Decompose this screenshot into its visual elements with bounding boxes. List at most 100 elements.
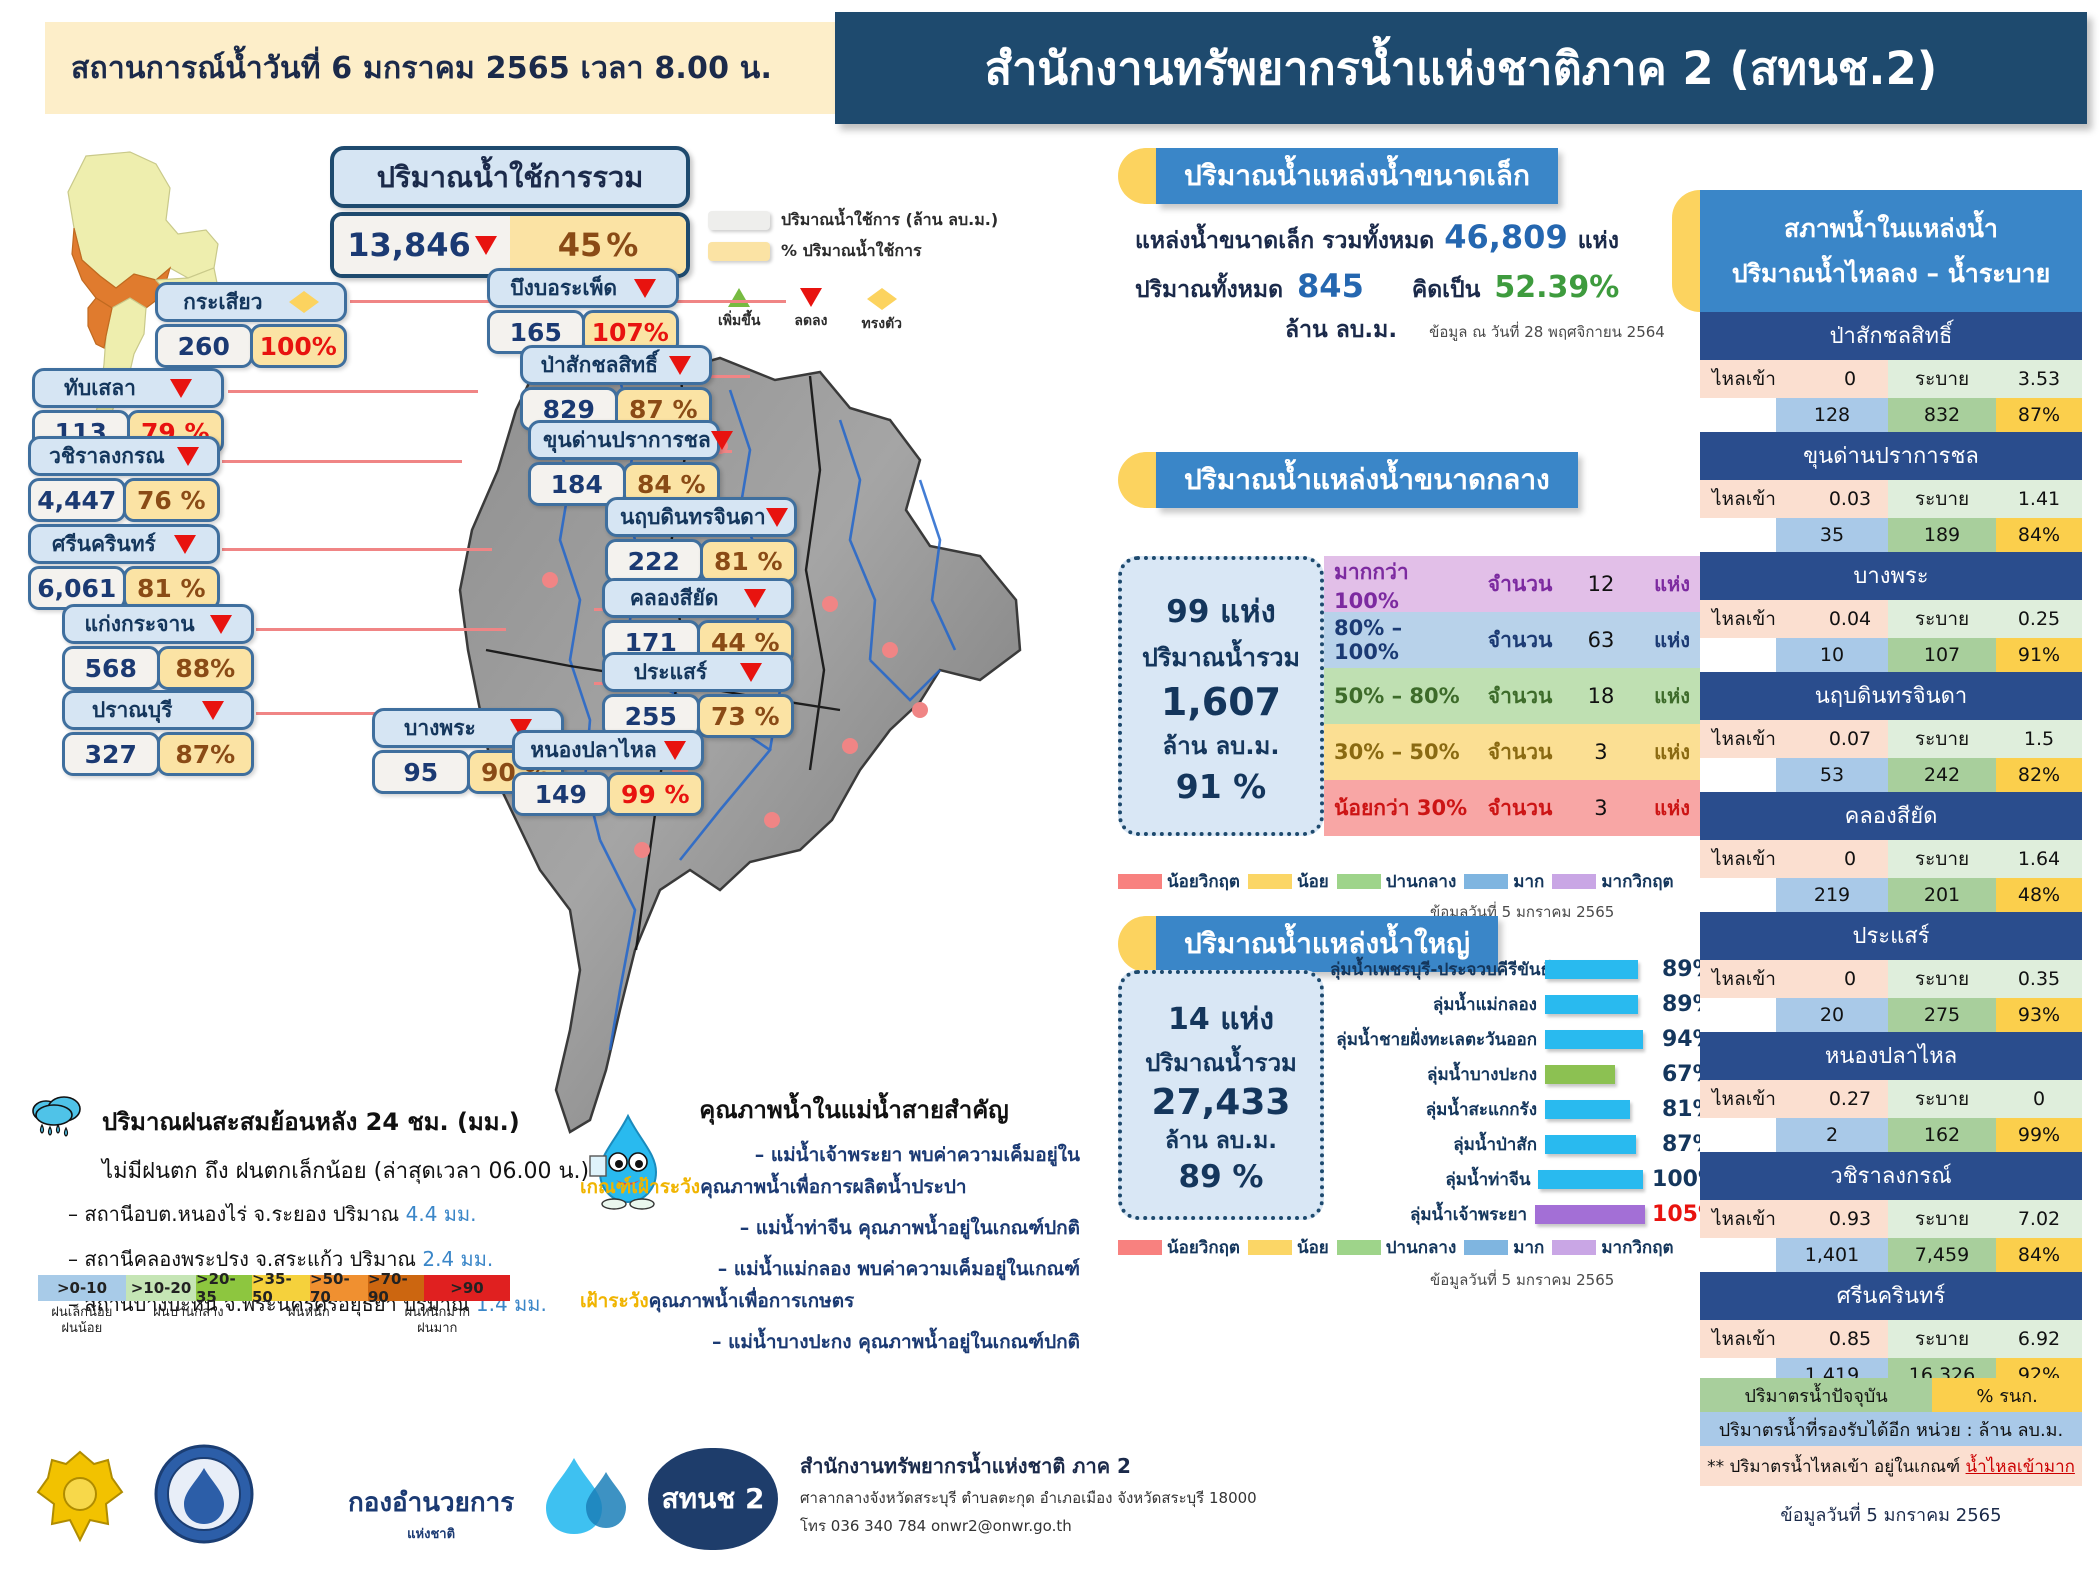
trend-flat-icon [866, 288, 897, 310]
total-usable-water-values: 13,846 45 % [330, 212, 690, 278]
trend-down-icon [202, 700, 225, 720]
reservoir-name: แก่งกระจาน [84, 611, 195, 636]
medium-source-percent: 91 % [1175, 767, 1267, 806]
reservoir-flow-name: หนองปลาไหล [1700, 1032, 2082, 1080]
connector-line [676, 300, 786, 303]
basin-bar-fill [1545, 995, 1638, 1014]
medium-source-volume-unit: ล้าน ลบ.ม. [1162, 732, 1280, 760]
trend-down-icon [669, 355, 692, 375]
basin-bar-fill [1545, 960, 1638, 979]
small-source-heading: ปริมาณน้ำแหล่งน้ำขนาดเล็ก [1118, 148, 1558, 204]
medium-range-row: 80% – 100% จำนวน 63 แห่ง [1324, 612, 1706, 668]
organization-title: สำนักงานทรัพยากรน้ำแห่งชาติภาค 2 (สทนช.2… [984, 42, 1938, 95]
capacity-percent-value: 82% [1996, 758, 2082, 792]
category-swatch [1247, 1240, 1292, 1255]
reservoir-percent: 100% [249, 324, 347, 368]
basin-bar-fill [1545, 1030, 1643, 1049]
outflow-label: ระบาย [1888, 1080, 1996, 1118]
reservoir-card-header: แก่งกระจาน [62, 604, 254, 644]
capacity-percent-value: 93% [1996, 998, 2082, 1032]
water-quality-item: – แม่น้ำท่าจีน คุณภาพน้ำอยู่ในเกณฑ์ปกติ [739, 1217, 1080, 1239]
large-source-category-legend: น้อยวิกฤต น้อย ปานกลาง มาก มากวิกฤต [1118, 1234, 1674, 1261]
outflow-value: 0.35 [1996, 960, 2082, 998]
reservoir-card-header: วชิราลงกรณ [28, 436, 220, 476]
reservoir-card-values: 568 88% [62, 646, 254, 690]
reservoir-flow-line-1: ไหลเข้า 0.93 ระบาย 7.02 [1700, 1200, 2082, 1238]
large-source-title: ปริมาณน้ำแหล่งน้ำใหญ่ [1184, 927, 1471, 960]
reservoir-flow-name: ป่าสักชลสิทธิ์ [1700, 312, 2082, 360]
reservoir-name: ประแสร์ [633, 659, 708, 684]
reservoir-card-values: 260 100% [155, 324, 347, 368]
small-source-total-unit: แห่ง [1577, 228, 1619, 254]
rainfall-scale-group-label: ฝนปานกลาง [153, 1305, 224, 1320]
water-quality-continued-text: คุณภาพน้ำเพื่อการเกษตร [648, 1290, 855, 1312]
current-volume-value: 107 [1888, 638, 1996, 672]
reservoir-card-header: บึงบอระเพ็ด [487, 268, 679, 308]
count-label: จำนวน [1487, 795, 1553, 820]
agency-badge: สทนช 2 [648, 1448, 778, 1550]
reservoir-card-values: 4,447 76 % [28, 478, 220, 522]
trend-flat-label: ทรงตัว [861, 316, 903, 332]
reservoir-percent: 81 % [699, 539, 797, 583]
outflow-value: 1.5 [1996, 720, 2082, 758]
outflow-value: 0.25 [1996, 600, 2082, 638]
small-source-pct-value: 52.39% [1494, 270, 1620, 305]
reservoir-name: ปราณบุรี [91, 697, 173, 722]
water-drop-mascot-icon [589, 1113, 658, 1210]
large-source-volume-label: ปริมาณน้ำรวม [1145, 1048, 1297, 1077]
basin-bar-fill [1545, 1135, 1636, 1154]
reservoir-flow-block: วชิราลงกรณ์ ไหลเข้า 0.93 ระบาย 7.02 1,401 7,45… [1700, 1152, 2082, 1272]
connector-line [256, 628, 506, 631]
category-swatch [1552, 1240, 1597, 1255]
reservoir-card: หนองปลาไหล 149 99 % [512, 730, 704, 816]
basin-label: ลุ่มน้ำเจ้าพระยา [1409, 1205, 1528, 1225]
category-swatch [1464, 1240, 1509, 1255]
reservoir-flow-line-1: ไหลเข้า 0.04 ระบาย 0.25 [1700, 600, 2082, 638]
reservoir-card-header: หนองปลาไหล [512, 730, 704, 770]
category-label: ปานกลาง [1385, 872, 1457, 892]
reservoir-flow-block: ศรีนครินทร์ ไหลเข้า 0.85 ระบาย 6.92 1,419 16,3… [1700, 1272, 2082, 1392]
basin-percent-bar-chart: ลุ่มน้ำเพชรบุรี-ประจวบคีรีขันธ์ 89% ลุ่มน้… [1330, 952, 1720, 1232]
range-label: 30% – 50% [1334, 740, 1460, 764]
basin-bar-track [1538, 1170, 1645, 1189]
reservoir-flow-line-2: 128 832 87% [1700, 398, 2082, 432]
basin-bar-track [1545, 995, 1655, 1014]
water-quality-continued-text: คุณภาพน้ำเพื่อการผลิตน้ำประปา [700, 1176, 967, 1198]
basin-bar-row: ลุ่มน้ำบางปะกง 67% [1330, 1057, 1720, 1092]
inflow-label: ไหลเข้า [1700, 600, 1812, 638]
water-quality-highlight: เกณฑ์เฝ้าระวัง [580, 1176, 701, 1198]
basin-bar-fill [1538, 1170, 1644, 1189]
trend-down-icon [744, 588, 767, 608]
reservoir-name: หนองปลาไหล [530, 737, 657, 762]
organization-title-banner: สำนักงานทรัพยากรน้ำแห่งชาติภาค 2 (สทนช.2… [835, 12, 2087, 124]
small-source-as-of: ข้อมูล ณ วันที่ 28 พฤศจิกายน 2564 [1429, 323, 1665, 341]
inflow-label: ไหลเข้า [1700, 840, 1812, 878]
category-swatch [1247, 874, 1292, 889]
reservoir-card: ประแสร์ 255 73 % [602, 652, 794, 738]
inflow-label: ไหลเข้า [1700, 1080, 1812, 1118]
reservoir-card: วชิราลงกรณ 4,447 76 % [28, 436, 220, 522]
trend-down-icon [799, 288, 822, 307]
reservoir-name: บึงบอระเพ็ด [510, 275, 618, 300]
current-volume-value: 201 [1888, 878, 1996, 912]
trend-legend-down: ลดลง [794, 288, 827, 335]
reservoir-card-header: ขุนด่านปราการชล [528, 420, 733, 460]
reservoir-card: ปราณบุรี 327 87% [62, 690, 254, 776]
range-label: มากกว่า 100% [1334, 559, 1409, 613]
region-relief-map [458, 350, 1022, 1134]
basin-bar-fill [1535, 1205, 1646, 1224]
inflow-label: ไหลเข้า [1700, 480, 1812, 518]
outflow-label: ระบาย [1888, 960, 1996, 998]
basin-label: ลุ่มน้ำแม่กลอง [1432, 995, 1537, 1015]
inflow-label: ไหลเข้า [1700, 1200, 1812, 1238]
remaining-capacity-value: 35 [1776, 518, 1888, 552]
current-volume-value: 162 [1888, 1118, 1996, 1152]
current-volume-value: 242 [1888, 758, 1996, 792]
reservoir-card-header: ทับเสลา [32, 368, 224, 408]
rainfall-color-scale: >0-10 >10-20 >20-35 >35-50 >50-70 >70-90 >90 [38, 1270, 510, 1306]
reservoir-percent: 76 % [122, 478, 220, 522]
inflow-value: 0 [1812, 960, 1888, 998]
reservoir-name: บางพระ [404, 715, 476, 740]
rainfall-scale-group-label: ฝนหนัก [287, 1305, 330, 1320]
spacer [1700, 998, 1776, 1032]
